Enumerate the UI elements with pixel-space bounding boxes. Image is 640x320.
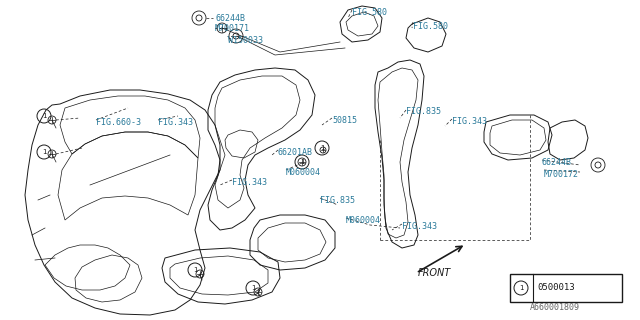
Text: FIG.343: FIG.343 [452,117,487,126]
Text: 1: 1 [320,145,324,151]
Text: 1: 1 [42,113,46,119]
Text: 1: 1 [193,267,197,273]
Text: W150033: W150033 [228,36,263,45]
Text: 1: 1 [42,149,46,155]
Text: FIG.835: FIG.835 [406,107,441,116]
Text: A660001809: A660001809 [530,303,580,313]
Text: M060004: M060004 [286,168,321,177]
Text: 0500013: 0500013 [537,284,575,292]
Text: FIG.580: FIG.580 [413,22,448,31]
Text: M700171: M700171 [215,24,250,33]
Text: FIG.343: FIG.343 [232,178,267,187]
Bar [510,274,622,302]
Text: FIG.660-3: FIG.660-3 [96,118,141,127]
Text: 50815: 50815 [332,116,357,125]
Text: 1: 1 [300,159,304,165]
Text: FRONT: FRONT [418,268,451,278]
Text: FIG.343: FIG.343 [402,222,437,231]
Text: 66244B: 66244B [215,14,245,23]
Text: FIG.835: FIG.835 [320,196,355,205]
Text: 66201AB: 66201AB [278,148,313,157]
Text: 1: 1 [519,285,524,291]
Text: FIG.580: FIG.580 [352,8,387,17]
Text: 66244B: 66244B [542,158,572,167]
Text: M060004: M060004 [346,216,381,225]
Text: M700172: M700172 [544,170,579,179]
Text: 1: 1 [251,285,255,291]
Text: FIG.343: FIG.343 [158,118,193,127]
